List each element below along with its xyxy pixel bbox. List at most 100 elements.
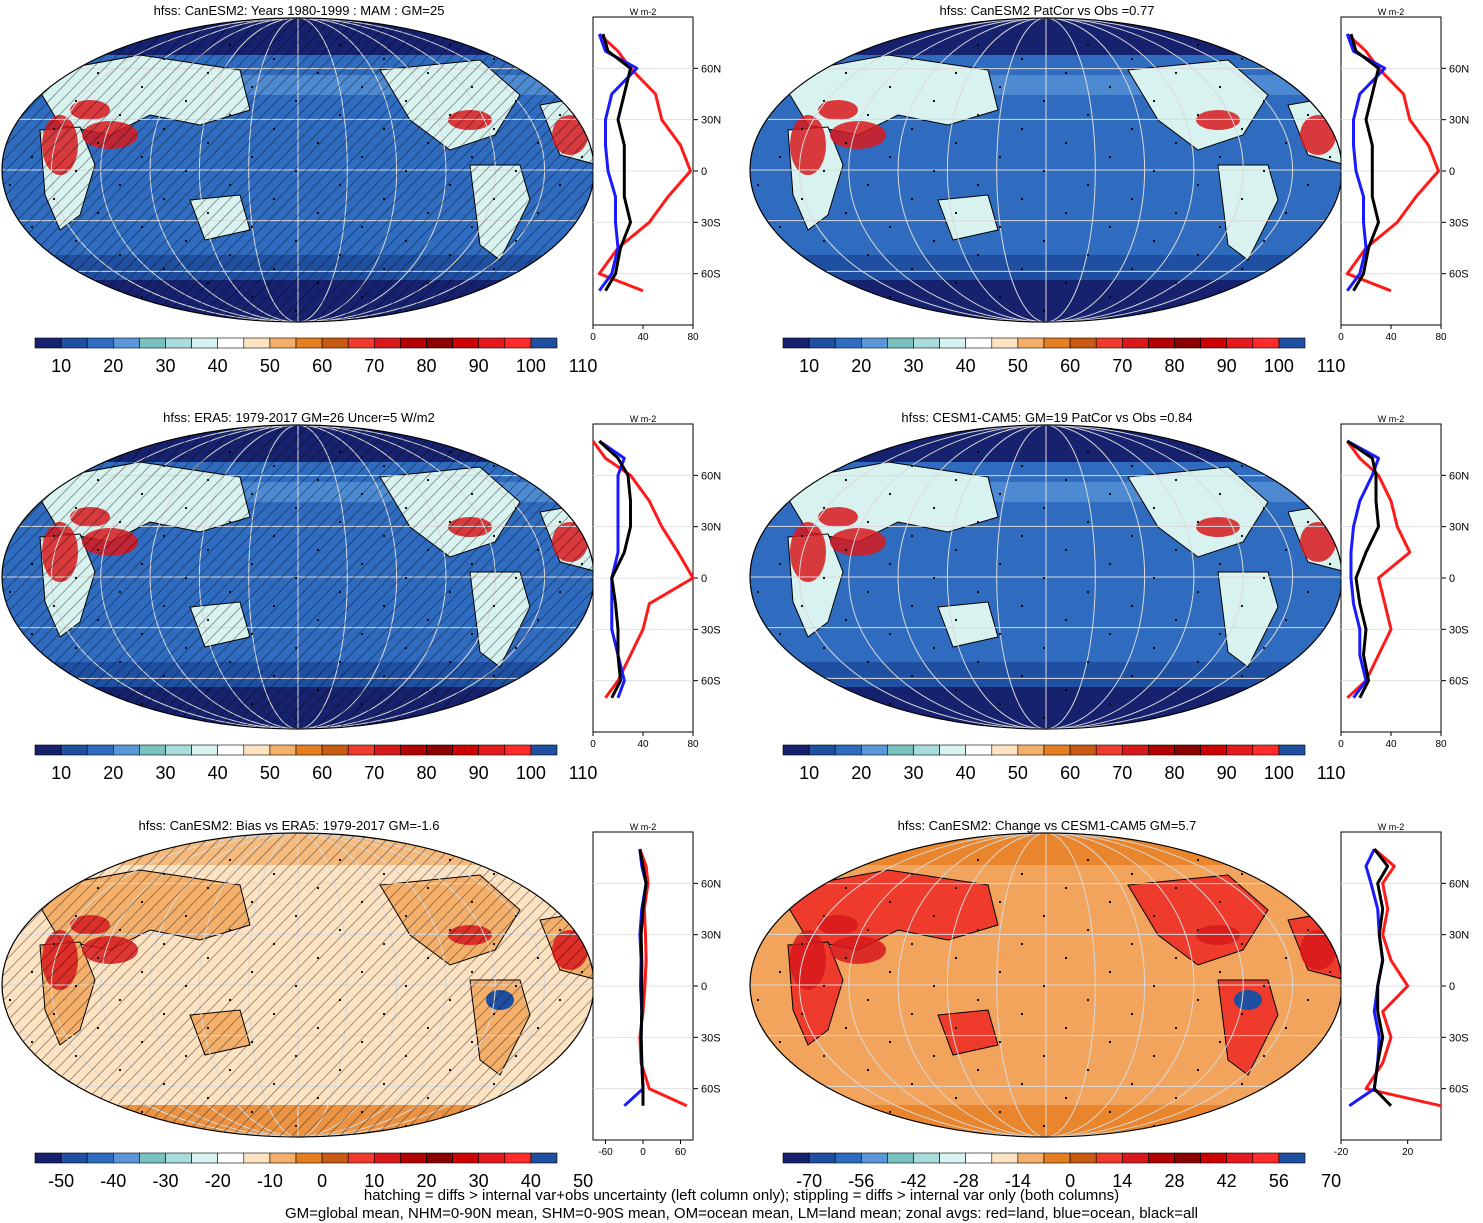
zonal-y-tick-label: 60S (701, 269, 721, 281)
zonal-y-tick-label: 30N (1449, 930, 1469, 942)
colorbar-tick-label: 70 (1112, 763, 1132, 783)
colorbar-swatch (1095, 1152, 1123, 1164)
zonal-unit-label: W m-2 (630, 822, 657, 832)
zonal-unit-label: W m-2 (630, 414, 657, 424)
zonal-y-tick-label: 0 (1449, 573, 1455, 585)
colorbar-tick-label: -50 (48, 1171, 74, 1191)
colorbar-swatch (530, 337, 558, 349)
colorbar-swatch (452, 337, 480, 349)
robinson-map (1, 424, 595, 730)
colorbar-swatch (243, 744, 271, 756)
colorbar-tick-label: 90 (1217, 356, 1237, 376)
colorbar: 10 20 30 40 50 60 70 80 90 100 110 (782, 337, 1345, 376)
colorbar-swatch (191, 744, 219, 756)
colorbar-tick-label: 50 (260, 763, 280, 783)
colorbar-swatch (834, 337, 862, 349)
colorbar-swatch (913, 337, 940, 349)
colorbar-swatch (834, 744, 862, 756)
colorbar-swatch (782, 1152, 810, 1164)
colorbar-tick-label: 10 (51, 356, 71, 376)
zonal-line-all (638, 848, 648, 1106)
colorbar-swatch (347, 1152, 375, 1164)
colorbar-swatch (295, 744, 323, 756)
zonal-unit-label: W m-2 (1378, 7, 1405, 17)
zonal-y-tick-label: 30N (701, 522, 721, 534)
colorbar-tick-label: 20 (416, 1171, 436, 1191)
colorbar-tick-label: -30 (152, 1171, 178, 1191)
colorbar-swatch (530, 744, 558, 756)
colorbar-swatch (965, 1152, 993, 1164)
colorbar-swatch (782, 337, 810, 349)
colorbar-tick-label: 110 (569, 763, 598, 783)
colorbar-swatch (34, 1152, 62, 1164)
zonal-y-tick-label: 0 (701, 166, 707, 178)
colorbar-swatch (269, 337, 297, 349)
zonal-line-all (1346, 439, 1380, 699)
zonal-x-tick-label: 0 (590, 332, 596, 343)
zonal-line-ocean (597, 33, 639, 292)
colorbar-swatch (139, 337, 166, 349)
colorbar-swatch (808, 337, 836, 349)
colorbar: 10 20 30 40 50 60 70 80 90 100 110 (34, 337, 597, 376)
colorbar-tick-label: 50 (1008, 763, 1028, 783)
colorbar-tick-label: 30 (155, 356, 175, 376)
colorbar-swatch (191, 337, 219, 349)
colorbar-swatch (1226, 337, 1254, 349)
zonal-unit-label: W m-2 (1378, 822, 1405, 832)
colorbar-swatch (478, 744, 506, 756)
colorbar-swatch (861, 337, 888, 349)
robinson-map (1, 17, 595, 323)
colorbar-swatch (243, 337, 271, 349)
zonal-y-tick-label: 0 (1449, 166, 1455, 178)
colorbar-swatch (1174, 1152, 1201, 1164)
zonal-y-tick-label: 60S (701, 676, 721, 688)
zonal-x-tick-label: 80 (1435, 739, 1447, 750)
colorbar-tick-label: 50 (573, 1171, 593, 1191)
colorbar-tick-label: 110 (1317, 356, 1346, 376)
colorbar-swatch (808, 1152, 836, 1164)
colorbar-tick-label: 70 (364, 763, 384, 783)
colorbar-swatch (1069, 744, 1097, 756)
colorbar-tick-label: 60 (1060, 356, 1080, 376)
colorbar-swatch (504, 744, 532, 756)
colorbar-tick-label: 90 (469, 356, 489, 376)
colorbar-swatch (295, 337, 323, 349)
colorbar-swatch (861, 1152, 888, 1164)
zonal-line-all (1349, 33, 1380, 292)
zonal-x-tick-label: 40 (637, 739, 649, 750)
colorbar: -50 -40 -30 -20 -10 0 10 20 30 40 50 (34, 1152, 593, 1191)
colorbar-tick-label: 60 (312, 356, 332, 376)
colorbar-swatch (86, 1152, 114, 1164)
colorbar-tick-label: 40 (208, 763, 228, 783)
colorbar-tick-label: 10 (364, 1171, 384, 1191)
zonal-y-tick-label: 60N (701, 470, 721, 482)
colorbar-tick-label: 90 (469, 763, 489, 783)
colorbar-swatch (452, 1152, 480, 1164)
colorbar-swatch (86, 744, 114, 756)
colorbar-swatch (113, 337, 140, 349)
robinson-map (1, 832, 595, 1138)
colorbar-tick-label: -14 (1005, 1171, 1031, 1191)
colorbar-swatch (321, 1152, 349, 1164)
colorbar-swatch (113, 744, 140, 756)
colorbar-tick-label: 20 (103, 356, 123, 376)
colorbar-swatch (373, 744, 401, 756)
zonal-x-tick-label: 0 (1338, 739, 1344, 750)
colorbar-tick-label: 40 (956, 356, 976, 376)
robinson-map (749, 17, 1343, 323)
colorbar-tick-label: 70 (364, 356, 384, 376)
zonal-unit-label: W m-2 (1378, 414, 1405, 424)
colorbar-tick-label: 56 (1269, 1171, 1289, 1191)
colorbar-swatch (60, 337, 88, 349)
colorbar-swatch (269, 1152, 297, 1164)
colorbar-swatch (269, 744, 297, 756)
colorbar-swatch (139, 1152, 166, 1164)
zonal-line-all (1372, 848, 1393, 1107)
colorbar-swatch (965, 337, 993, 349)
zonal-line-all (601, 33, 632, 292)
zonal-y-tick-label: 30N (1449, 522, 1469, 534)
colorbar-swatch (1121, 1152, 1149, 1164)
colorbar-tick-label: -56 (848, 1171, 874, 1191)
zonal-mean-plot: W m-2 60N 30N 0 30S 60S 0 40 80 (590, 414, 721, 750)
zonal-y-tick-label: 30N (701, 115, 721, 127)
